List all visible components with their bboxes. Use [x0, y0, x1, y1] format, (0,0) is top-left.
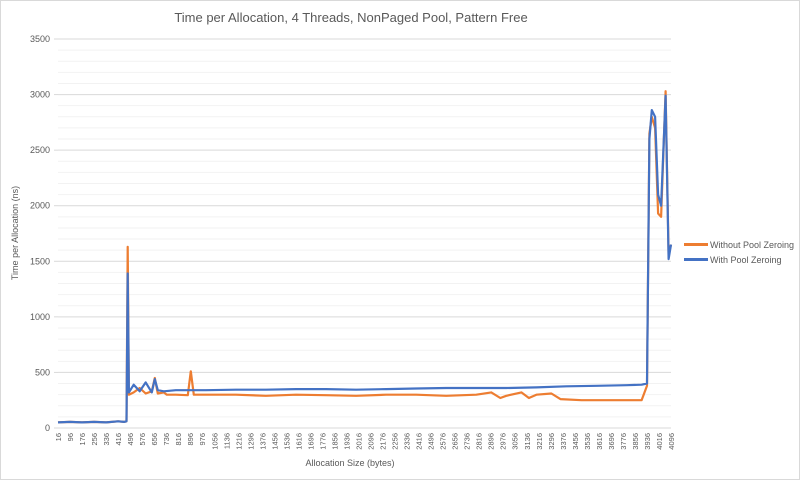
x-tick-label: 3296	[547, 433, 556, 450]
y-tick-label: 1500	[30, 256, 50, 266]
x-tick-label: 1376	[258, 433, 267, 450]
legend-label: With Pool Zeroing	[710, 254, 782, 265]
x-tick-label: 3856	[631, 433, 640, 450]
x-tick-label: 2896	[487, 433, 496, 450]
x-tick-label: 896	[186, 433, 195, 446]
x-tick-label: 3376	[559, 433, 568, 450]
y-tick-label: 3000	[30, 90, 50, 100]
x-tick-label: 1296	[246, 433, 255, 450]
x-tick-label: 2736	[463, 433, 472, 450]
x-tick-label: 96	[66, 433, 75, 441]
x-tick-label: 816	[174, 433, 183, 446]
x-tick-label: 2096	[367, 433, 376, 450]
x-tick-label: 976	[198, 433, 207, 446]
x-tick-label: 3776	[619, 433, 628, 450]
y-tick-label: 0	[45, 423, 50, 433]
x-tick-label: 3456	[571, 433, 580, 450]
x-tick-label: 2976	[499, 433, 508, 450]
y-tick-label: 2000	[30, 201, 50, 211]
legend: Without Pool Zeroing With Pool Zeroing	[684, 237, 794, 267]
x-tick-label: 736	[162, 433, 171, 446]
legend-item-with-zeroing: With Pool Zeroing	[684, 252, 794, 267]
x-tick-label: 1456	[270, 433, 279, 450]
x-tick-label: 2016	[354, 433, 363, 450]
y-tick-label: 3500	[30, 34, 50, 44]
x-tick-label: 2576	[439, 433, 448, 450]
legend-item-without-zeroing: Without Pool Zeroing	[684, 237, 794, 252]
x-tick-label: 3936	[643, 433, 652, 450]
x-tick-label: 3056	[511, 433, 520, 450]
x-tick-label: 4016	[655, 433, 664, 450]
x-tick-label: 2336	[403, 433, 412, 450]
legend-label: Without Pool Zeroing	[710, 239, 795, 250]
x-tick-label: 3696	[607, 433, 616, 450]
x-tick-label: 1536	[282, 433, 291, 450]
x-tick-label: 1776	[318, 433, 327, 450]
legend-swatch	[684, 243, 708, 246]
legend-swatch	[684, 258, 708, 261]
x-tick-label: 336	[102, 433, 111, 446]
x-axis-title: Allocation Size (bytes)	[305, 458, 395, 468]
x-tick-label: 496	[126, 433, 135, 446]
series-with-pool-zeroing	[57, 94, 673, 424]
x-tick-label: 2176	[379, 433, 388, 450]
x-tick-label: 2816	[475, 433, 484, 450]
y-axis-title: Time per Allocation (ns)	[10, 185, 20, 281]
x-tick-label: 3136	[523, 433, 532, 450]
x-tick-label: 3536	[583, 433, 592, 450]
x-tick-label: 176	[78, 433, 87, 446]
x-tick-label: 576	[138, 433, 147, 446]
x-tick-label: 416	[114, 433, 123, 446]
x-tick-label: 2416	[415, 433, 424, 450]
x-tick-label: 1616	[294, 433, 303, 450]
x-tick-label: 1856	[330, 433, 339, 450]
x-tick-label: 656	[150, 433, 159, 446]
x-tick-label: 256	[90, 433, 99, 446]
x-tick-label: 16	[54, 433, 63, 441]
x-tick-label: 2656	[451, 433, 460, 450]
x-tick-label: 3216	[535, 433, 544, 450]
x-tick-label: 1216	[234, 433, 243, 450]
x-tick-label: 3616	[595, 433, 604, 450]
x-tick-label: 2256	[391, 433, 400, 450]
y-tick-label: 1000	[30, 312, 50, 322]
x-tick-label: 2496	[427, 433, 436, 450]
x-tick-label: 1936	[342, 433, 351, 450]
y-tick-label: 500	[35, 367, 50, 377]
x-tick-label: 4096	[667, 433, 676, 450]
chart-title: Time per Allocation, 4 Threads, NonPaged…	[174, 10, 528, 25]
x-tick-label: 1136	[222, 433, 231, 449]
y-tick-label: 2500	[30, 145, 50, 155]
x-tick-label: 1696	[306, 433, 315, 450]
x-tick-label: 1056	[210, 433, 219, 450]
